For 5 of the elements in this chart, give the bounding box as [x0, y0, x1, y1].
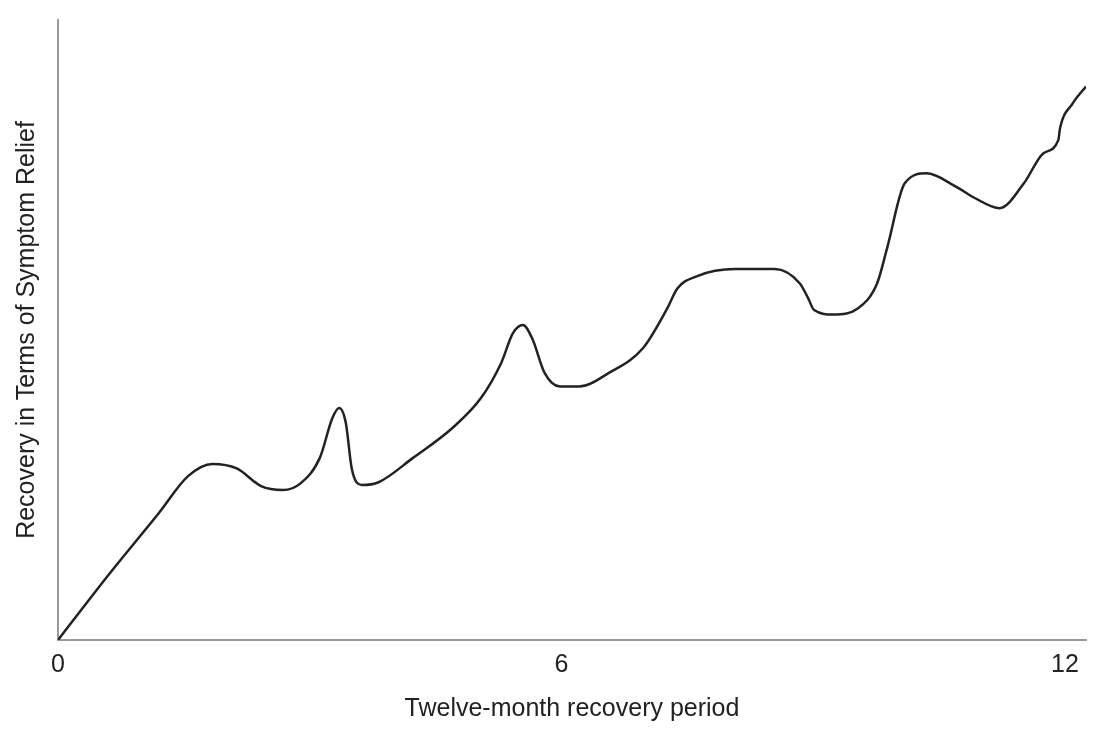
- x-tick-label: 0: [51, 648, 65, 677]
- x-tick-label: 6: [554, 648, 569, 677]
- x-tick-label: 12: [1051, 648, 1079, 677]
- x-axis-title: Twelve-month recovery period: [404, 692, 740, 721]
- y-axis-title: Recovery in Terms of Symptom Relief: [10, 121, 39, 539]
